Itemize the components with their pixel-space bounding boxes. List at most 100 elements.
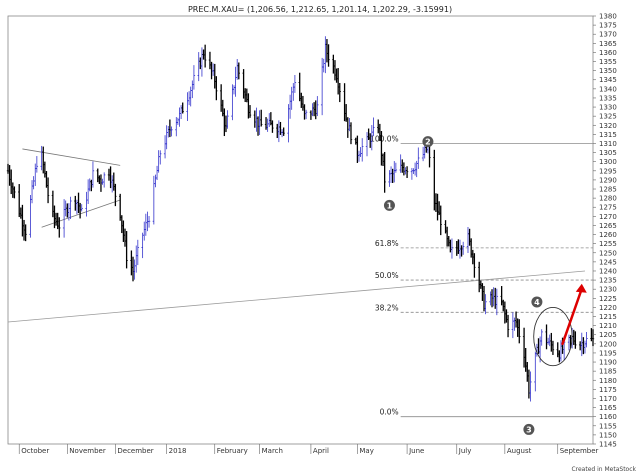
price-bar xyxy=(450,238,454,259)
chart-title: PREC.M.XAU= (1,206.56, 1,212.65, 1,201.1… xyxy=(188,5,452,14)
price-bar xyxy=(439,205,442,236)
price-bar xyxy=(518,319,521,344)
price-bar xyxy=(574,331,577,349)
fib-level-label: 0.0% xyxy=(380,408,399,417)
fib-level-label: 50.0% xyxy=(375,271,399,280)
y-tick-label: 1230 xyxy=(599,286,617,294)
fib-level-label: 100.0% xyxy=(370,134,399,143)
y-tick-label: 1315 xyxy=(599,131,617,139)
price-bar xyxy=(147,216,151,228)
fib-level-label: 38.2% xyxy=(375,303,399,312)
x-tick-label: July xyxy=(458,447,472,455)
price-bar xyxy=(159,150,162,165)
y-tick-label: 1270 xyxy=(599,213,617,221)
y-tick-label: 1245 xyxy=(599,258,617,266)
price-bar xyxy=(293,74,297,93)
y-tick-label: 1210 xyxy=(599,322,617,330)
price-bar xyxy=(80,204,83,212)
wave-number: 4 xyxy=(534,298,540,307)
y-tick-label: 1175 xyxy=(599,386,617,394)
y-tick-label: 1250 xyxy=(599,249,617,257)
price-bar xyxy=(585,331,588,348)
price-bar xyxy=(58,217,61,238)
projection-arrow-line xyxy=(561,287,584,346)
price-bar xyxy=(181,102,184,114)
price-bar xyxy=(506,314,510,338)
price-bar xyxy=(349,122,353,145)
wave-marker xyxy=(383,199,395,211)
x-tick-label: 2018 xyxy=(169,447,187,455)
y-tick-label: 1155 xyxy=(599,422,617,430)
price-bar xyxy=(102,172,106,188)
y-tick-label: 1355 xyxy=(599,58,617,66)
wave-marker xyxy=(523,423,535,435)
price-bar xyxy=(529,371,532,402)
y-tick-label: 1255 xyxy=(599,240,617,248)
y-tick-label: 1170 xyxy=(599,395,617,403)
y-tick-label: 1330 xyxy=(599,104,617,112)
y-tick-label: 1260 xyxy=(599,231,617,239)
credit-label: Created in MetaStock xyxy=(571,466,636,473)
wave-label-1: 1 xyxy=(383,199,395,211)
price-bar xyxy=(237,62,240,80)
price-bar xyxy=(114,183,117,207)
price-bar xyxy=(495,288,499,316)
price-bar xyxy=(46,177,50,204)
y-tick-label: 1295 xyxy=(599,167,617,175)
plot-frame xyxy=(7,15,594,445)
y-tick-label: 1160 xyxy=(599,413,617,421)
x-tick-label: March xyxy=(262,447,283,455)
price-bar xyxy=(260,109,263,127)
price-bar xyxy=(215,76,218,101)
x-tick-label: May xyxy=(359,447,373,455)
y-tick-label: 1360 xyxy=(599,49,617,57)
y-tick-label: 1190 xyxy=(599,359,617,367)
wave-marker xyxy=(422,136,434,148)
y-tick-label: 1240 xyxy=(599,267,617,275)
y-tick-label: 1150 xyxy=(599,431,617,439)
price-bar xyxy=(192,65,196,90)
price-bar xyxy=(372,117,375,137)
y-tick-label: 1305 xyxy=(599,149,617,157)
y-tick-label: 1200 xyxy=(599,340,617,348)
price-bar xyxy=(394,162,398,173)
y-tick-label: 1145 xyxy=(599,441,617,449)
price-bar xyxy=(69,196,72,220)
price-bar xyxy=(282,127,285,136)
price-bar xyxy=(304,109,308,120)
y-tick-label: 1375 xyxy=(599,22,617,30)
y-tick-label: 1195 xyxy=(599,349,617,357)
y-tick-label: 1220 xyxy=(599,304,617,312)
price-bar xyxy=(417,147,420,169)
price-bar xyxy=(383,151,386,193)
y-tick-label: 1165 xyxy=(599,404,617,412)
x-tick-label: June xyxy=(408,447,424,455)
price-bar xyxy=(338,82,341,103)
price-bar xyxy=(170,126,173,137)
x-tick-label: October xyxy=(21,447,49,455)
wave-marker xyxy=(531,296,543,308)
y-tick-label: 1365 xyxy=(599,40,617,48)
projection-arrow-head xyxy=(575,283,587,293)
y-tick-label: 1325 xyxy=(599,113,617,121)
price-bar xyxy=(361,138,364,162)
y-tick-label: 1235 xyxy=(599,277,617,285)
y-tick-label: 1320 xyxy=(599,122,617,130)
wave-label-3: 3 xyxy=(523,423,535,435)
y-tick-label: 1310 xyxy=(599,140,617,148)
y-tick-label: 1285 xyxy=(599,186,617,194)
y-tick-label: 1265 xyxy=(599,222,617,230)
price-bar xyxy=(125,231,128,269)
wave-number: 1 xyxy=(387,201,393,210)
price-bar xyxy=(35,156,39,173)
x-tick-label: February xyxy=(217,447,248,455)
price-bar xyxy=(226,110,229,129)
support-trendline xyxy=(7,270,586,323)
price-bar xyxy=(327,44,330,67)
y-tick-label: 1335 xyxy=(599,94,617,102)
x-tick-label: September xyxy=(560,447,599,455)
wave-number: 3 xyxy=(526,425,532,434)
wave-label-2: 2 xyxy=(422,136,434,148)
wave-number: 2 xyxy=(425,138,431,147)
fib-level-label: 61.8% xyxy=(375,239,399,248)
